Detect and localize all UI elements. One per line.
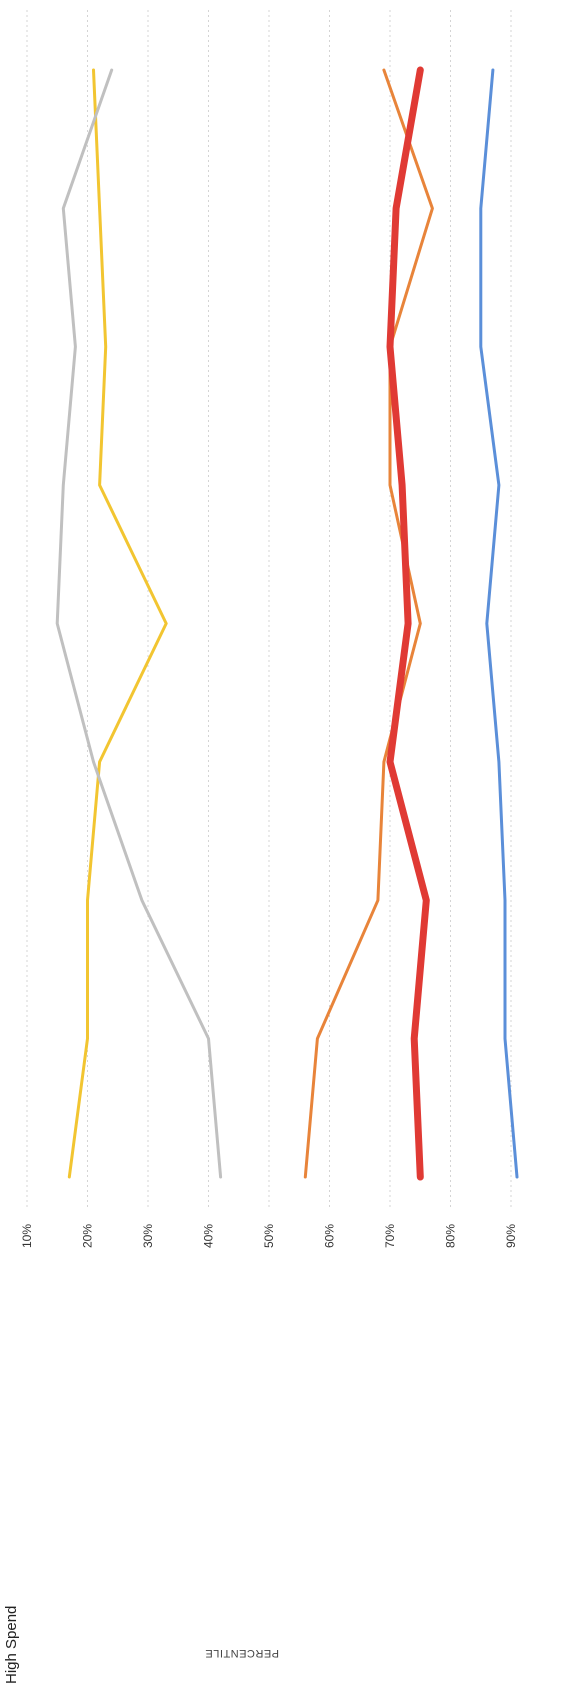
y-tick-label: 20%: [81, 1224, 95, 1248]
y-tick-label: 70%: [383, 1224, 397, 1248]
series-lines: [55, 66, 519, 1181]
series-line-2: [303, 68, 434, 1179]
gridlines: [26, 10, 512, 1210]
y-tick-label: 30%: [141, 1224, 155, 1248]
series-line-0: [67, 68, 168, 1179]
series-line-1: [55, 68, 223, 1179]
series-line-3: [386, 66, 430, 1181]
y-axis-label: PERCENTILE: [205, 1647, 279, 1659]
series-line-4: [479, 68, 519, 1179]
y-tick-label: 90%: [504, 1224, 518, 1248]
y-tick-label: 40%: [202, 1224, 216, 1248]
y-tick-label: 10%: [20, 1224, 34, 1248]
y-tick-labels: 10% 20% 30% 40% 50% 60% 70% 80% 90%: [20, 1224, 518, 1248]
chart-title: High Spend: [3, 1606, 20, 1684]
y-tick-label: 80%: [444, 1224, 458, 1248]
y-tick-label: 60%: [323, 1224, 337, 1248]
y-tick-label: 50%: [262, 1224, 276, 1248]
